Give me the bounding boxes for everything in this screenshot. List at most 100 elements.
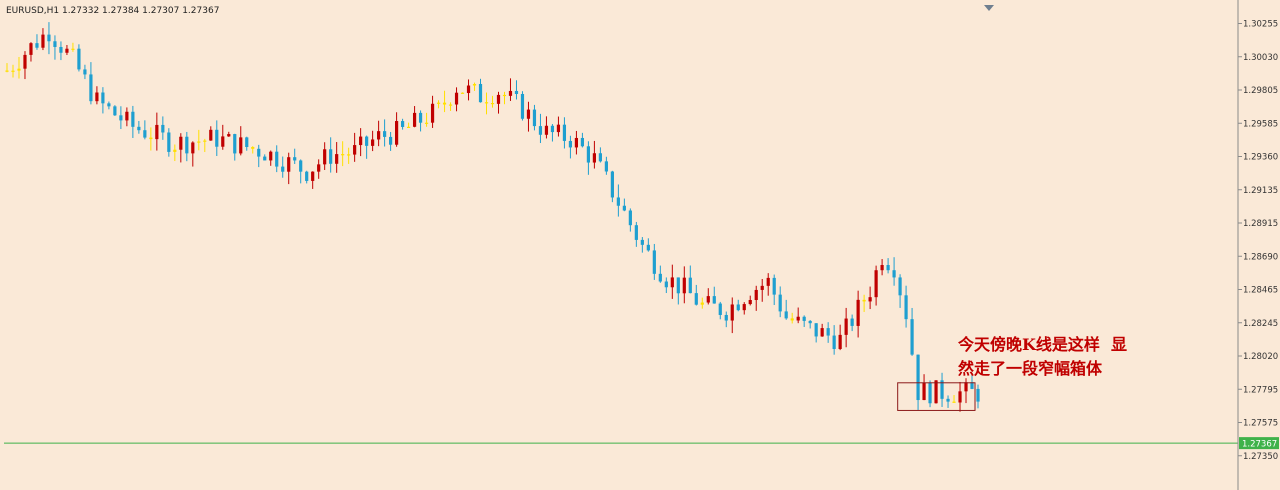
- candle-body: [898, 277, 902, 296]
- range-box[interactable]: [897, 382, 976, 411]
- candle: [604, 156, 608, 175]
- candle-body: [904, 295, 908, 320]
- candle: [664, 277, 668, 294]
- candle-body: [35, 43, 39, 48]
- candle: [305, 170, 309, 184]
- candle-body: [742, 304, 746, 311]
- candle: [652, 243, 656, 280]
- candle: [478, 78, 483, 103]
- candle-body: [71, 48, 75, 50]
- candle: [556, 116, 561, 137]
- candle: [394, 112, 399, 147]
- candle: [125, 107, 129, 127]
- price-tick-label: 1.29135: [1243, 186, 1278, 196]
- candle-body: [784, 311, 788, 319]
- candle-body: [412, 112, 417, 127]
- candle-body: [604, 161, 608, 172]
- candle-body: [874, 270, 878, 298]
- candle: [299, 159, 303, 184]
- candle: [161, 116, 165, 140]
- candle-body: [149, 137, 153, 140]
- candle: [778, 286, 782, 318]
- candle-body: [89, 74, 93, 102]
- candle-body: [137, 126, 141, 131]
- candle: [964, 378, 968, 404]
- candle-body: [400, 121, 405, 127]
- candle: [580, 132, 585, 148]
- candle-body: [556, 124, 561, 133]
- candle: [287, 152, 291, 185]
- candle-body: [958, 391, 962, 403]
- candle-body: [167, 132, 171, 152]
- candle: [712, 286, 716, 304]
- candle-body: [394, 121, 399, 145]
- candle: [694, 284, 698, 306]
- candle: [598, 147, 602, 163]
- candle-body: [47, 34, 51, 42]
- candle: [227, 131, 231, 137]
- candle-body: [838, 334, 842, 349]
- candle: [460, 92, 465, 94]
- price-tick-label: 1.27795: [1243, 385, 1278, 395]
- candle: [538, 113, 543, 144]
- candle: [532, 104, 537, 131]
- candle-body: [664, 281, 668, 288]
- candle-body: [970, 382, 974, 389]
- candle: [946, 395, 950, 408]
- candle-body: [616, 197, 620, 206]
- candle: [209, 126, 213, 141]
- candle-body: [197, 141, 201, 143]
- candle-body: [41, 34, 45, 48]
- candle-body: [496, 94, 501, 104]
- candle: [832, 325, 836, 355]
- candle-body: [892, 270, 896, 278]
- candle-body: [886, 265, 890, 271]
- candle: [820, 323, 824, 337]
- candle-body: [832, 335, 836, 349]
- candle: [149, 127, 153, 151]
- annotation-line-1: 今天傍晚K线是这样 显: [958, 335, 1128, 354]
- pane-menu-arrow-icon[interactable]: [984, 5, 994, 11]
- candle: [269, 150, 273, 166]
- candle-body: [299, 160, 303, 172]
- candle-body: [239, 137, 243, 154]
- candle-body: [760, 285, 764, 290]
- candle: [862, 294, 866, 312]
- candle: [544, 116, 549, 139]
- candle: [754, 285, 758, 311]
- candle-body: [940, 380, 944, 399]
- candle: [796, 307, 800, 324]
- candle-body: [125, 111, 129, 121]
- candle: [520, 91, 525, 121]
- candle: [622, 198, 626, 212]
- candle: [41, 28, 45, 51]
- candle: [113, 105, 117, 116]
- candle: [952, 395, 956, 403]
- candle-body: [353, 145, 357, 155]
- candle: [430, 95, 435, 128]
- candle-body: [880, 265, 884, 271]
- candle: [868, 286, 872, 310]
- candle-body: [275, 151, 279, 167]
- candle-body: [341, 154, 345, 156]
- candle: [131, 105, 135, 138]
- candle: [922, 374, 926, 401]
- candle-body: [526, 109, 531, 119]
- candle-body: [514, 90, 519, 94]
- candle-body: [484, 102, 489, 104]
- candle: [574, 130, 579, 155]
- candle-body: [814, 323, 818, 337]
- candle-body: [676, 277, 680, 294]
- candle-body: [245, 137, 249, 148]
- candle: [53, 35, 57, 60]
- candle-body: [724, 314, 728, 321]
- candle-body: [311, 171, 315, 181]
- candle: [616, 184, 620, 217]
- candle: [592, 140, 596, 169]
- candle: [77, 44, 81, 72]
- candle-body: [928, 382, 932, 404]
- candle: [107, 101, 111, 110]
- candle: [341, 141, 345, 167]
- candle-body: [347, 154, 351, 156]
